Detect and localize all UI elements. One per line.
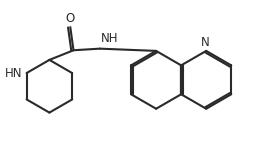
Text: HN: HN xyxy=(5,67,22,80)
Text: O: O xyxy=(66,12,75,25)
Text: NH: NH xyxy=(101,32,119,45)
Text: N: N xyxy=(201,36,210,49)
